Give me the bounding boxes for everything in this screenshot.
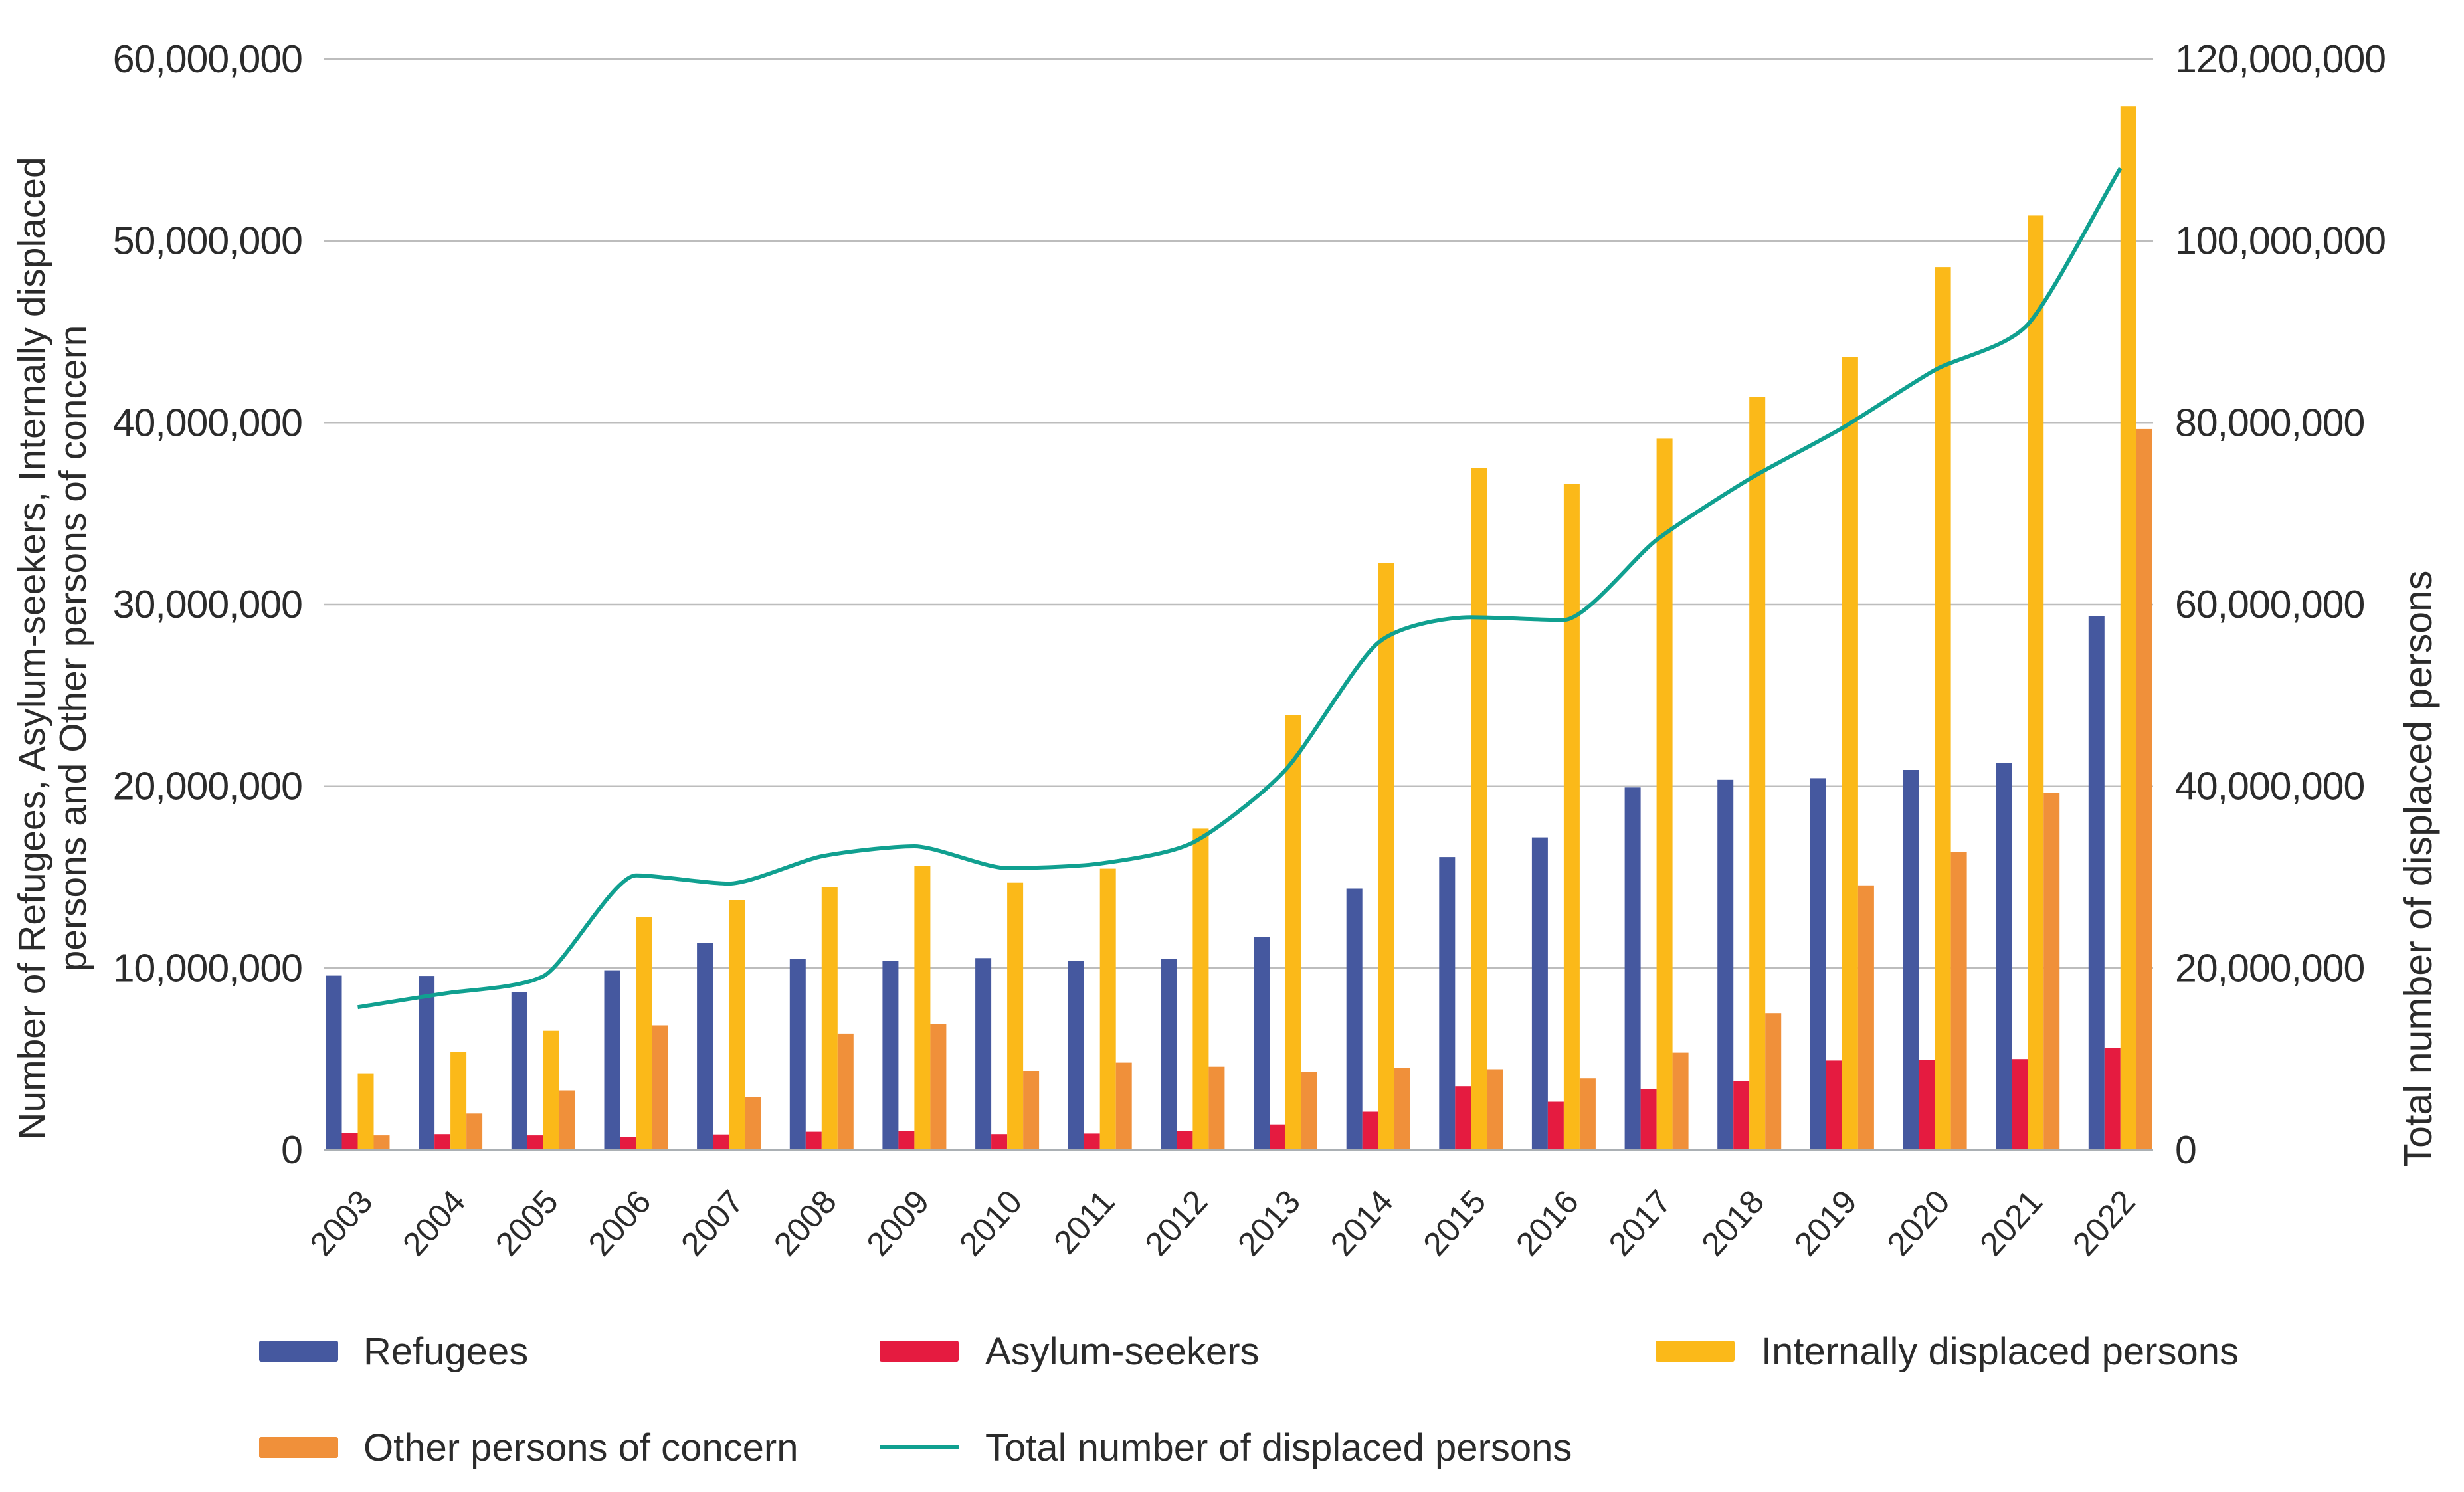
- svg-text:80,000,000: 80,000,000: [2175, 401, 2364, 444]
- svg-text:50,000,000: 50,000,000: [113, 219, 302, 263]
- svg-text:Asylum-seekers: Asylum-seekers: [985, 1330, 1260, 1373]
- svg-text:Internally displaced persons: Internally displaced persons: [1761, 1330, 2239, 1373]
- svg-text:30,000,000: 30,000,000: [113, 583, 302, 626]
- svg-text:Total number of displaced pers: Total number of displaced persons: [985, 1426, 1572, 1469]
- svg-text:20,000,000: 20,000,000: [113, 765, 302, 808]
- svg-text:60,000,000: 60,000,000: [113, 37, 302, 81]
- svg-text:Number of Refugees, Asylum-see: Number of Refugees, Asylum-seekers, Inte…: [11, 157, 53, 1140]
- svg-text:40,000,000: 40,000,000: [113, 401, 302, 444]
- svg-text:persons and Other persons of c: persons and Other persons of concern: [52, 326, 94, 972]
- svg-text:Total number of displaced pers: Total number of displaced persons: [2396, 571, 2440, 1168]
- svg-text:20,000,000: 20,000,000: [2175, 946, 2364, 990]
- svg-text:120,000,000: 120,000,000: [2175, 37, 2386, 81]
- svg-text:100,000,000: 100,000,000: [2175, 219, 2386, 263]
- svg-text:60,000,000: 60,000,000: [2175, 583, 2364, 626]
- svg-text:10,000,000: 10,000,000: [113, 946, 302, 990]
- svg-text:Refugees: Refugees: [363, 1330, 528, 1373]
- svg-text:Other persons of concern: Other persons of concern: [363, 1426, 798, 1469]
- svg-text:40,000,000: 40,000,000: [2175, 765, 2364, 808]
- svg-text:0: 0: [2175, 1128, 2196, 1172]
- svg-text:0: 0: [281, 1128, 302, 1172]
